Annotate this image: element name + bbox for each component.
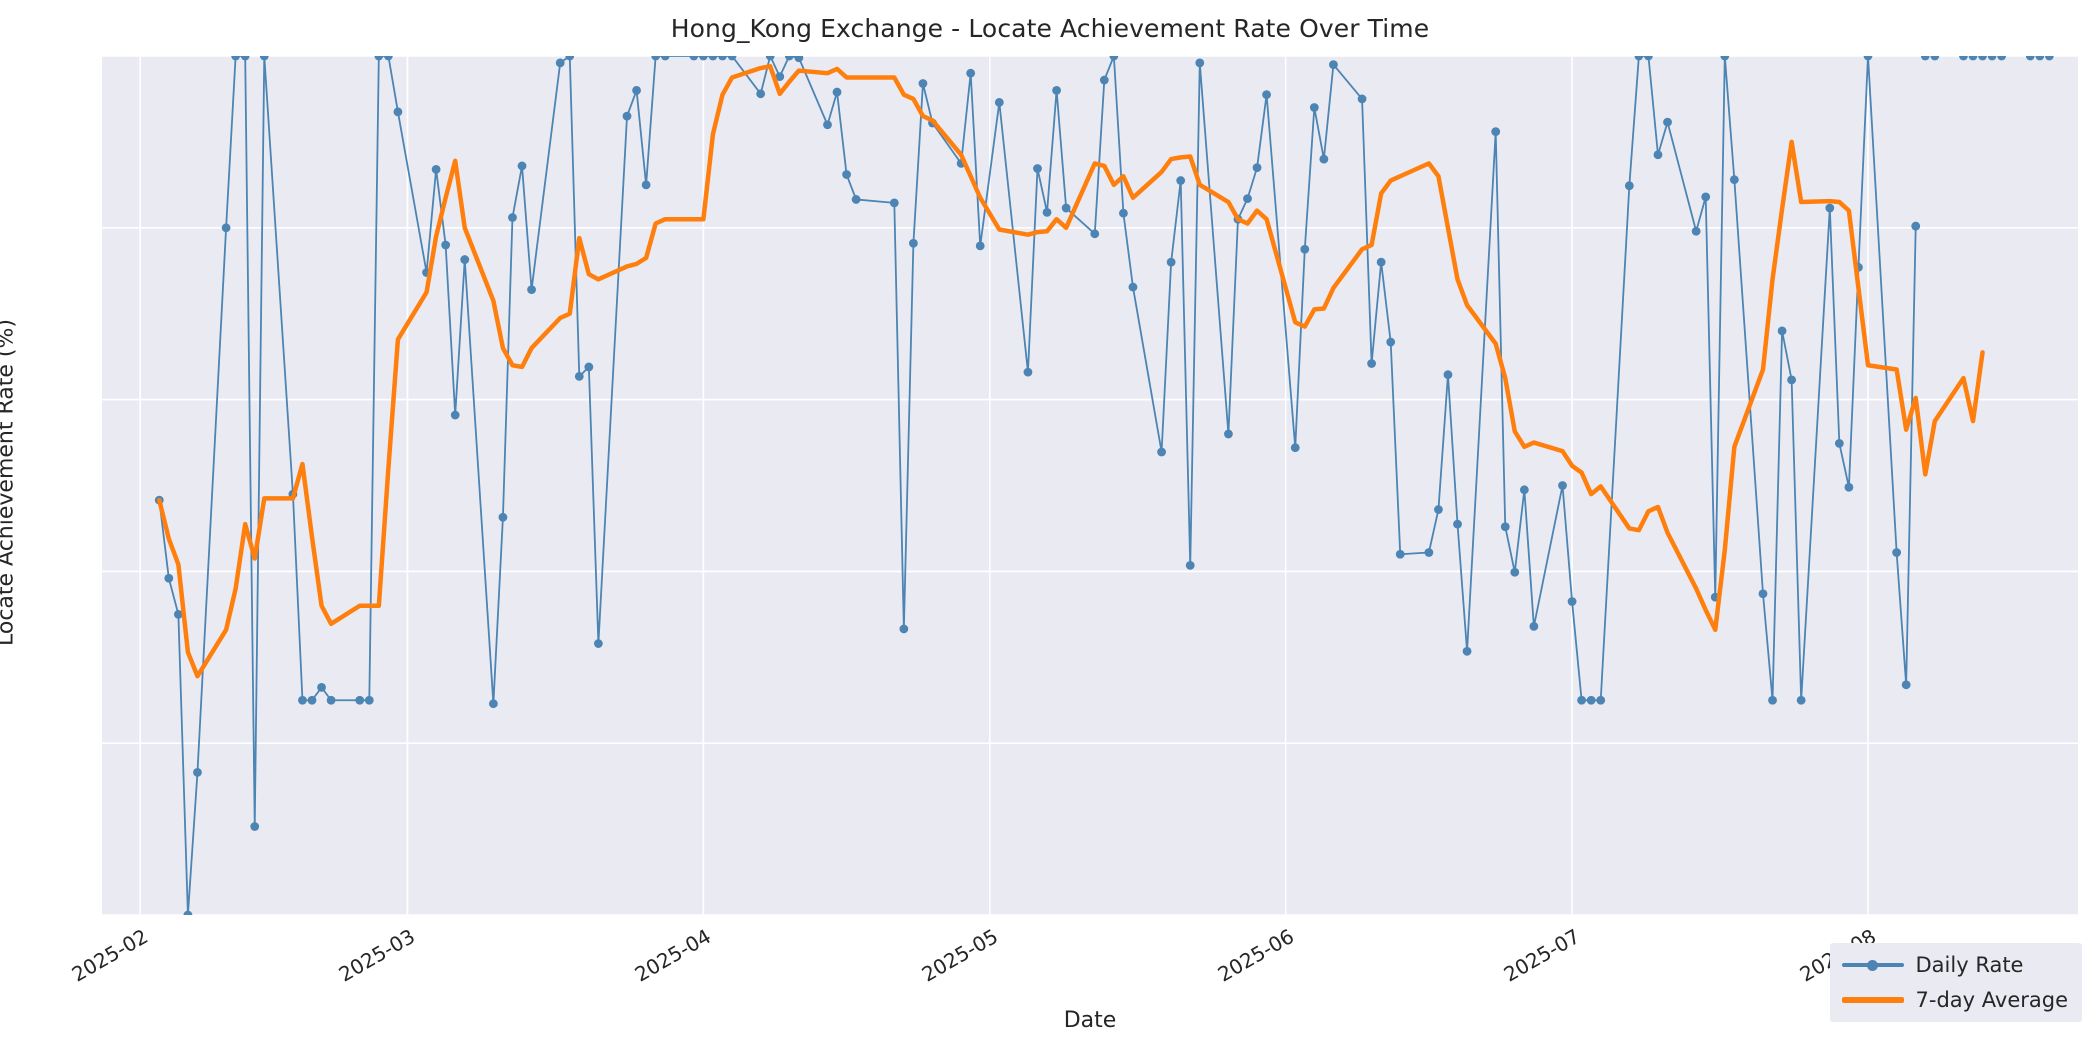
x-tick-2025-05: 2025-05 <box>917 924 1002 987</box>
legend-label: 7-day Average <box>1915 988 2068 1012</box>
plot-svg <box>102 56 2078 915</box>
x-tick-2025-03: 2025-03 <box>335 924 420 987</box>
x-tick-2025-02: 2025-02 <box>67 924 153 987</box>
x-tick-2025-04: 2025-04 <box>631 924 716 987</box>
legend-item-2[interactable]: 7-day Average <box>1841 987 2068 1013</box>
plot-area <box>102 56 2078 915</box>
legend-swatch-icon <box>1841 990 1904 1010</box>
legend-label: Daily Rate <box>1915 953 2024 977</box>
x-gridlines <box>140 56 1868 915</box>
y-axis-label: Locate Achievement Rate (%) <box>0 319 19 647</box>
legend-item-1[interactable]: Daily Rate <box>1841 952 2068 978</box>
legend-marker-dot-icon <box>1867 959 1879 971</box>
legend-line <box>1841 997 1904 1003</box>
x-tick-2025-06: 2025-06 <box>1213 924 1298 987</box>
chart-title: Hong_Kong Exchange - Locate Achievement … <box>670 14 1430 43</box>
series-7day-average <box>159 66 1982 676</box>
x-tick-2025-07: 2025-07 <box>1499 924 1585 987</box>
chart-legend: Daily Rate 7-day Average <box>1829 943 2082 1022</box>
legend-swatch-icon <box>1841 955 1904 975</box>
y-gridlines <box>102 56 2078 915</box>
series-daily-rate <box>154 56 2054 915</box>
x-axis-label: Date <box>1063 1008 1117 1033</box>
